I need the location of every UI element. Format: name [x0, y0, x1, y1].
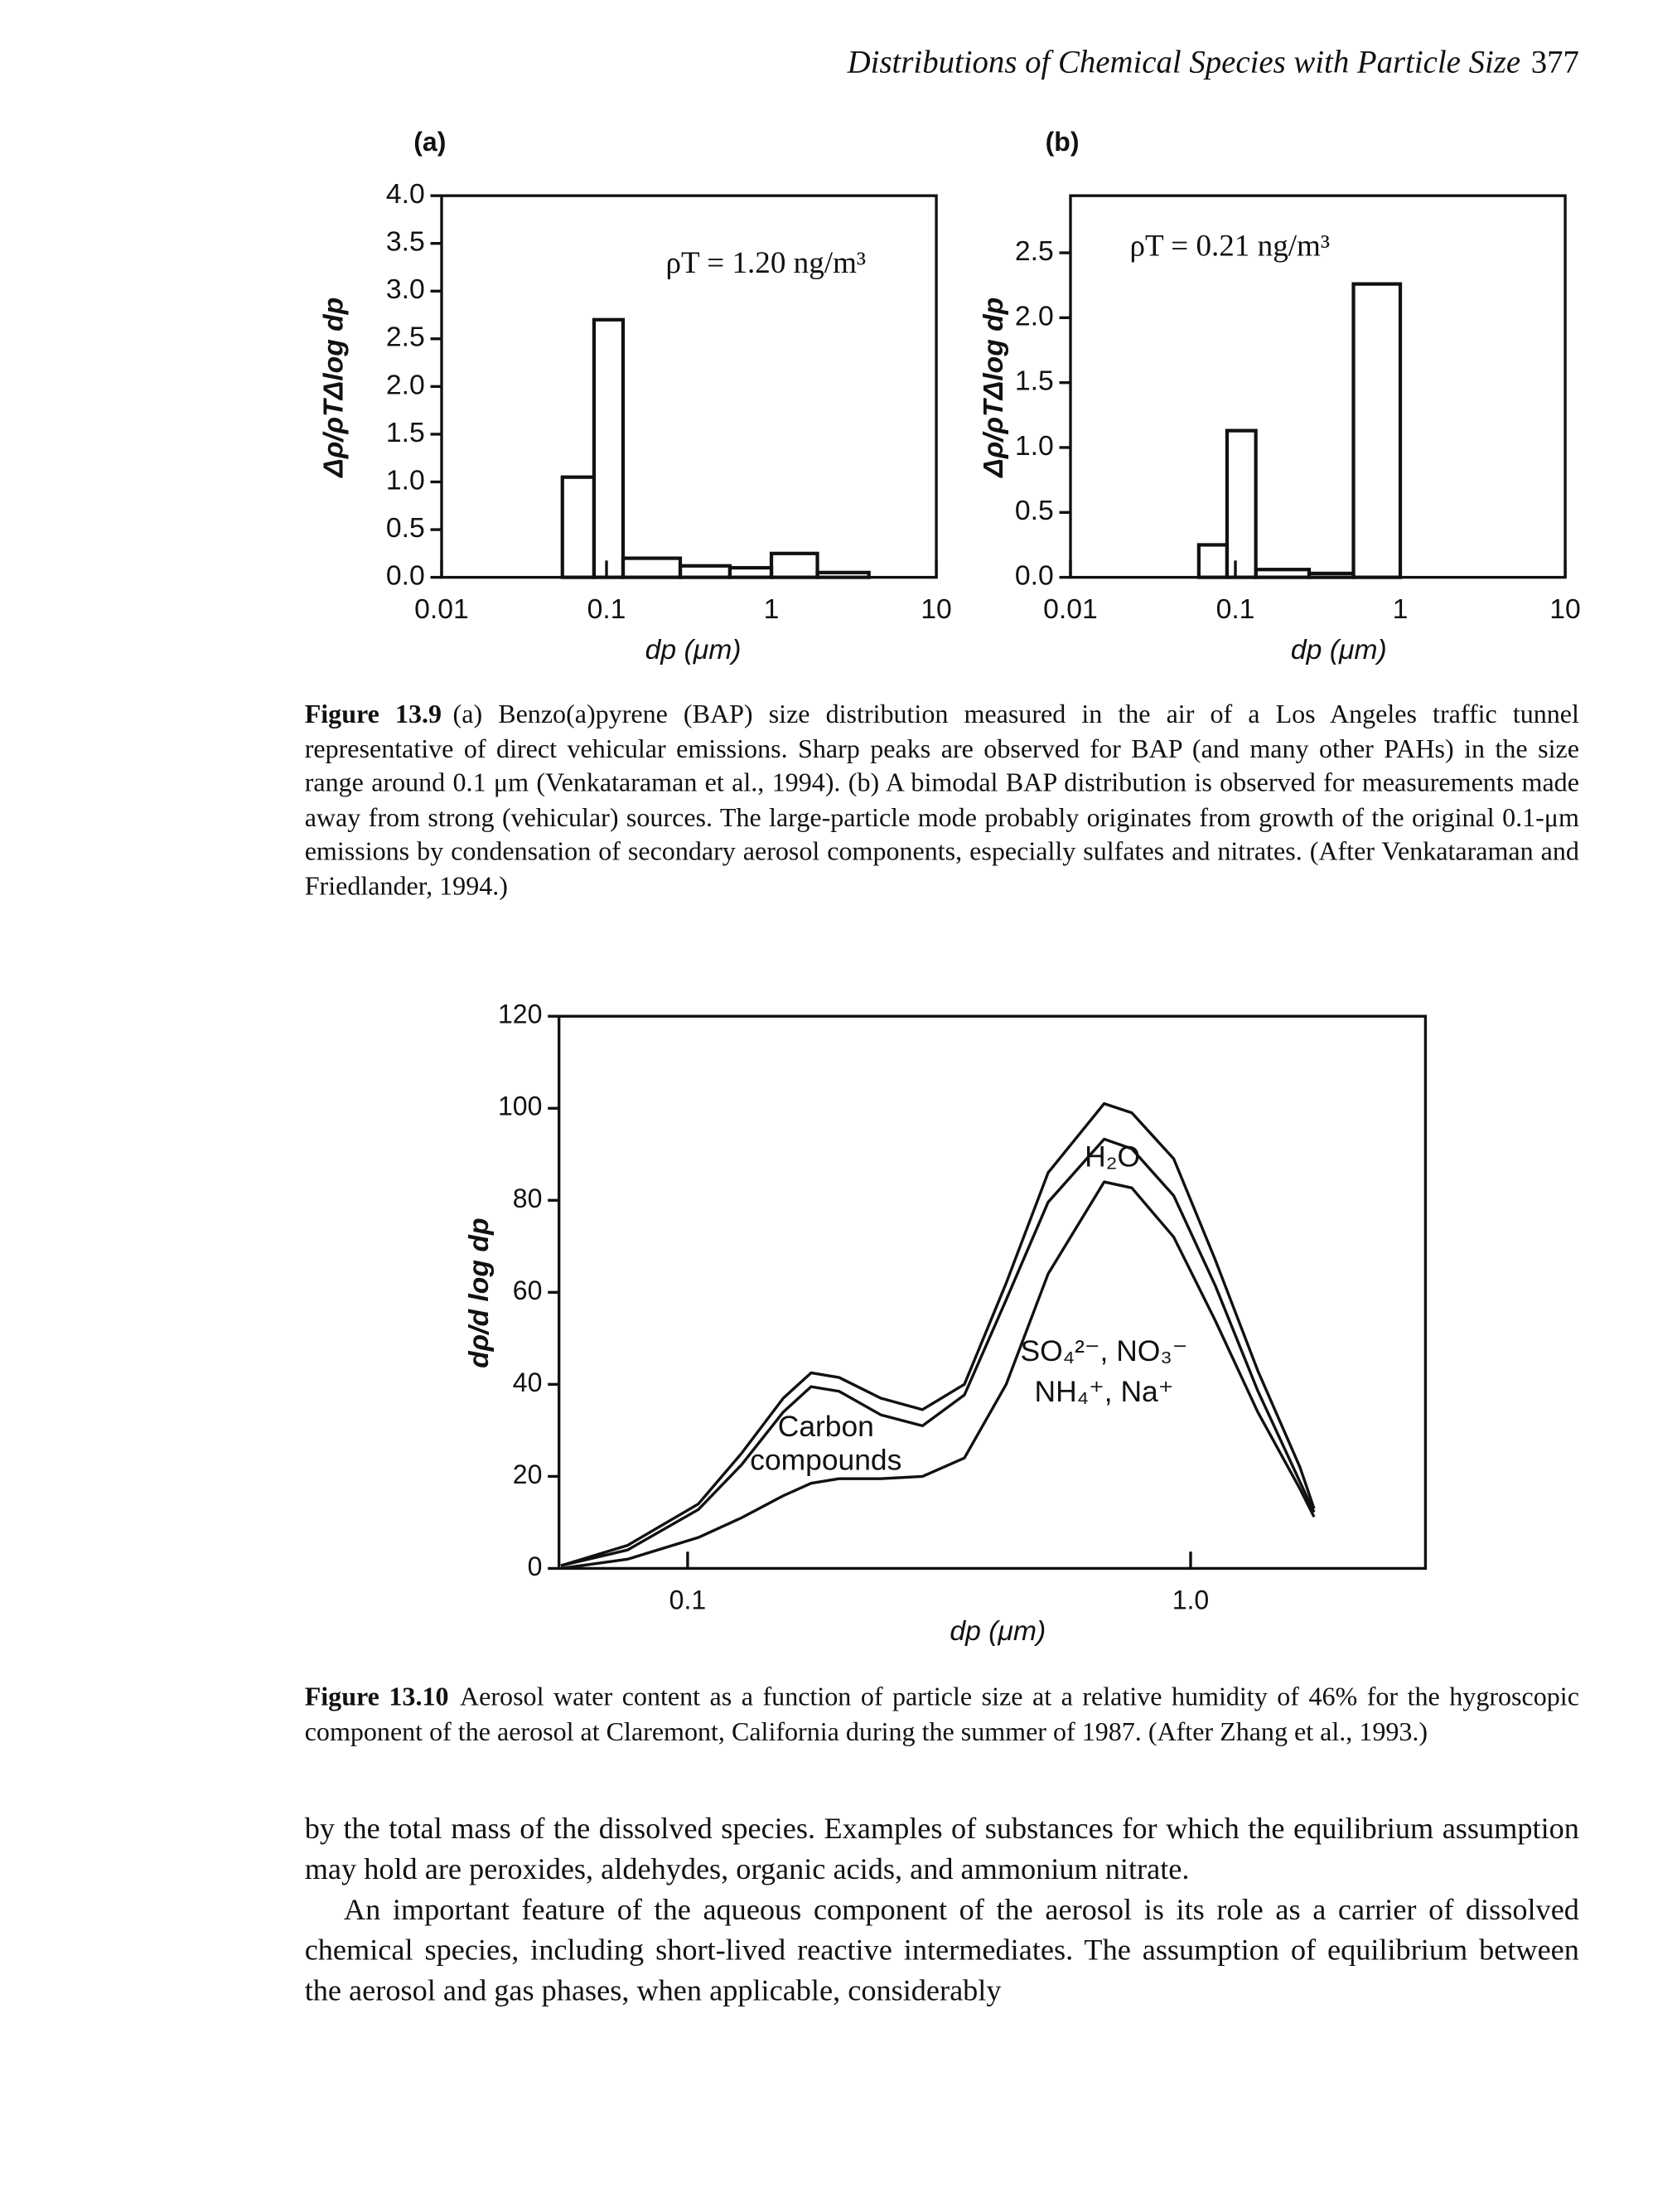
- page-number: 377: [1530, 44, 1579, 80]
- y-tick-label: 2.0: [1015, 300, 1054, 332]
- series-line: [560, 1101, 1316, 1567]
- histogram-bar: [1196, 543, 1230, 579]
- region-label: SO₄²⁻, NO₃⁻: [1020, 1334, 1187, 1367]
- caption-text: Aerosol water content as a function of p…: [304, 1682, 1579, 1747]
- figure-caption: Figure 13.9 (a) Benzo(a)pyrene (BAP) size…: [305, 699, 1579, 904]
- y-tick-label: 0: [528, 1551, 543, 1581]
- region-label: Carbon: [778, 1410, 874, 1443]
- x-tick-label: 0.1: [669, 1585, 707, 1614]
- x-axis-label: dp (μm): [645, 634, 742, 666]
- region-label: compounds: [750, 1444, 901, 1477]
- y-tick-label: 1.5: [1015, 365, 1054, 397]
- y-tick-label: 2.0: [386, 369, 425, 400]
- figure-caption: Figure 13.10 Aerosol water content as a f…: [305, 1682, 1579, 1750]
- y-tick-label: 0.5: [1015, 495, 1054, 526]
- histogram-bar: [1307, 571, 1356, 579]
- caption-text: (a) Benzo(a)pyrene (BAP) size distributi…: [304, 700, 1579, 902]
- running-header: Distributions of Chemical Species with P…: [847, 44, 1521, 80]
- histogram-bar: [1254, 568, 1312, 579]
- y-tick-label: 0.0: [386, 559, 425, 591]
- caption-label: Figure 13.10: [304, 1682, 449, 1713]
- y-tick-label: 2.5: [1015, 235, 1054, 267]
- x-tick-label: 0.1: [587, 593, 626, 625]
- histogram-bar: [815, 570, 871, 579]
- histogram-bar: [727, 565, 774, 579]
- y-tick-label: 1.5: [386, 417, 425, 448]
- x-tick-label: 0.1: [1216, 593, 1255, 625]
- y-tick-label: 3.0: [386, 273, 425, 305]
- x-tick-label: 0.01: [414, 593, 469, 625]
- y-axis-label: Δρ/ρTΔlog dp: [318, 298, 350, 479]
- plot-frame: [557, 1014, 1428, 1571]
- caption-label: Figure 13.9: [304, 700, 442, 730]
- histogram-bar: [678, 564, 732, 579]
- x-tick-label: 1: [764, 593, 780, 625]
- series-line: [560, 1180, 1316, 1571]
- x-axis-label: dp (μm): [1291, 634, 1387, 666]
- y-tick-label: 120: [498, 1000, 542, 1029]
- y-tick-label: 1.0: [386, 464, 425, 496]
- histogram-bar: [1225, 428, 1258, 579]
- paragraph: by the total mass of the dissolved speci…: [304, 1811, 1579, 1886]
- x-tick-label: 0.01: [1043, 593, 1098, 625]
- y-tick-label: 3.5: [386, 226, 425, 258]
- x-tick-label: 10: [921, 593, 952, 625]
- y-tick-label: 20: [513, 1459, 543, 1489]
- y-tick-label: 40: [513, 1367, 543, 1397]
- paragraph: An important feature of the aqueous comp…: [304, 1892, 1579, 2008]
- histogram-bar: [560, 475, 597, 579]
- histogram-bar: [1351, 282, 1403, 579]
- x-tick-label: 10: [1549, 593, 1581, 625]
- x-axis-label: dp (μm): [950, 1615, 1046, 1647]
- panel-label: (b): [1046, 127, 1080, 157]
- y-tick-label: 80: [513, 1183, 543, 1213]
- region-label: H₂O: [1085, 1140, 1140, 1174]
- annotation: ρT = 1.20 ng/m³: [666, 246, 867, 280]
- annotation: ρT = 0.21 ng/m³: [1130, 230, 1331, 264]
- region-label: NH₄⁺, Na⁺: [1035, 1375, 1174, 1408]
- histogram-bar: [592, 317, 626, 579]
- series-line: [560, 1137, 1316, 1567]
- y-tick-label: 0.0: [1015, 559, 1054, 591]
- y-axis-label: dρ/d log dp: [463, 1217, 495, 1367]
- panel-label: (a): [413, 127, 446, 157]
- y-tick-label: 0.5: [386, 512, 425, 544]
- y-axis-label: Δρ/ρTΔlog dp: [978, 298, 1009, 479]
- body-text: by the total mass of the dissolved speci…: [305, 1809, 1579, 2012]
- y-tick-label: 2.5: [386, 322, 425, 353]
- histogram-bar: [769, 551, 819, 579]
- y-tick-label: 4.0: [386, 178, 425, 210]
- x-tick-label: 1: [1393, 593, 1409, 625]
- y-tick-label: 100: [498, 1091, 542, 1121]
- histogram-bar: [621, 556, 683, 579]
- y-tick-label: 60: [513, 1275, 543, 1305]
- y-tick-label: 1.0: [1015, 430, 1054, 462]
- x-tick-label: 1.0: [1172, 1585, 1210, 1614]
